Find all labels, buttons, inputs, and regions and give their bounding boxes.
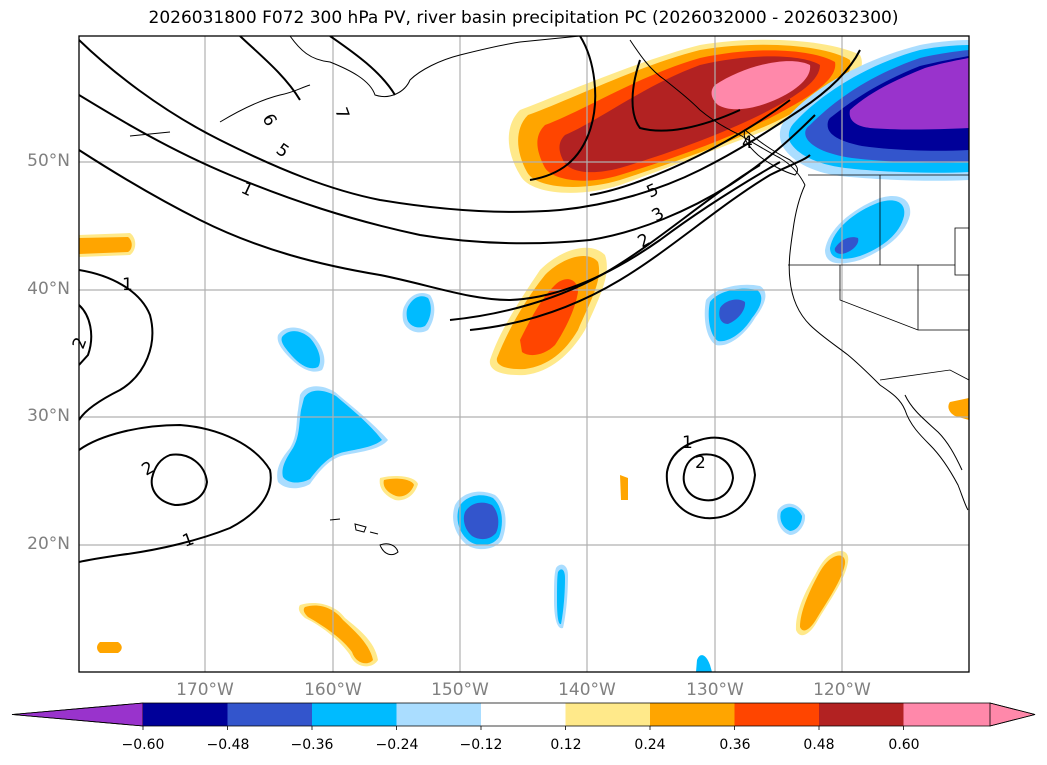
map-title: 2026031800 F072 300 hPa PV, river basin … bbox=[148, 8, 899, 28]
colorbar-tick: 0.36 bbox=[719, 737, 751, 753]
map-frame bbox=[78, 35, 970, 673]
coastlines bbox=[129, 36, 969, 556]
precip-negative-anomalies bbox=[277, 40, 969, 672]
lat-label-50n: 50°N bbox=[27, 151, 70, 171]
colorbar-tick: 0.24 bbox=[634, 737, 666, 753]
lat-label-20n: 20°N bbox=[27, 534, 70, 554]
colorbar-tick: 0.12 bbox=[550, 737, 582, 753]
colorbar-tick: −0.12 bbox=[459, 737, 503, 753]
colorbar-extend-min bbox=[11, 702, 144, 727]
pv-contours bbox=[79, 36, 861, 563]
colorbar-tick: −0.60 bbox=[121, 737, 165, 753]
colorbar-extend-max bbox=[989, 702, 1036, 727]
colorbar-segment bbox=[734, 703, 819, 726]
lon-label-150w: 150°W bbox=[431, 680, 489, 700]
colorbar-segment bbox=[396, 703, 481, 726]
precip-positive-anomalies bbox=[79, 39, 969, 667]
colorbar-segment bbox=[227, 703, 312, 726]
graticule bbox=[79, 36, 969, 672]
colorbar-tick: 0.48 bbox=[803, 737, 835, 753]
colorbar-tick: −0.48 bbox=[206, 737, 250, 753]
contour-label: 4 bbox=[742, 133, 753, 153]
political-borders bbox=[788, 174, 969, 381]
colorbar-segment bbox=[819, 703, 904, 726]
contour-label: 1 bbox=[682, 433, 693, 453]
lon-label-170w: 170°W bbox=[176, 680, 234, 700]
lat-label-30n: 30°N bbox=[27, 406, 70, 426]
contour-label: 2 bbox=[695, 453, 706, 473]
lon-label-120w: 120°W bbox=[813, 680, 871, 700]
colorbar-segment bbox=[312, 703, 397, 726]
contour-label: 1 bbox=[122, 275, 133, 295]
lon-label-160w: 160°W bbox=[304, 680, 362, 700]
colorbar-tick: −0.36 bbox=[290, 737, 334, 753]
colorbar-segment bbox=[903, 703, 990, 726]
colorbar-tick: −0.24 bbox=[375, 737, 419, 753]
lon-label-130w: 130°W bbox=[686, 680, 744, 700]
colorbar-segment bbox=[481, 703, 566, 726]
colorbar bbox=[11, 702, 1036, 730]
colorbar-segment bbox=[650, 703, 735, 726]
colorbar-segment bbox=[143, 703, 228, 726]
colorbar-segment bbox=[565, 703, 650, 726]
lat-label-40n: 40°N bbox=[27, 279, 70, 299]
lon-label-140w: 140°W bbox=[558, 680, 616, 700]
colorbar-tick: 0.60 bbox=[888, 737, 920, 753]
